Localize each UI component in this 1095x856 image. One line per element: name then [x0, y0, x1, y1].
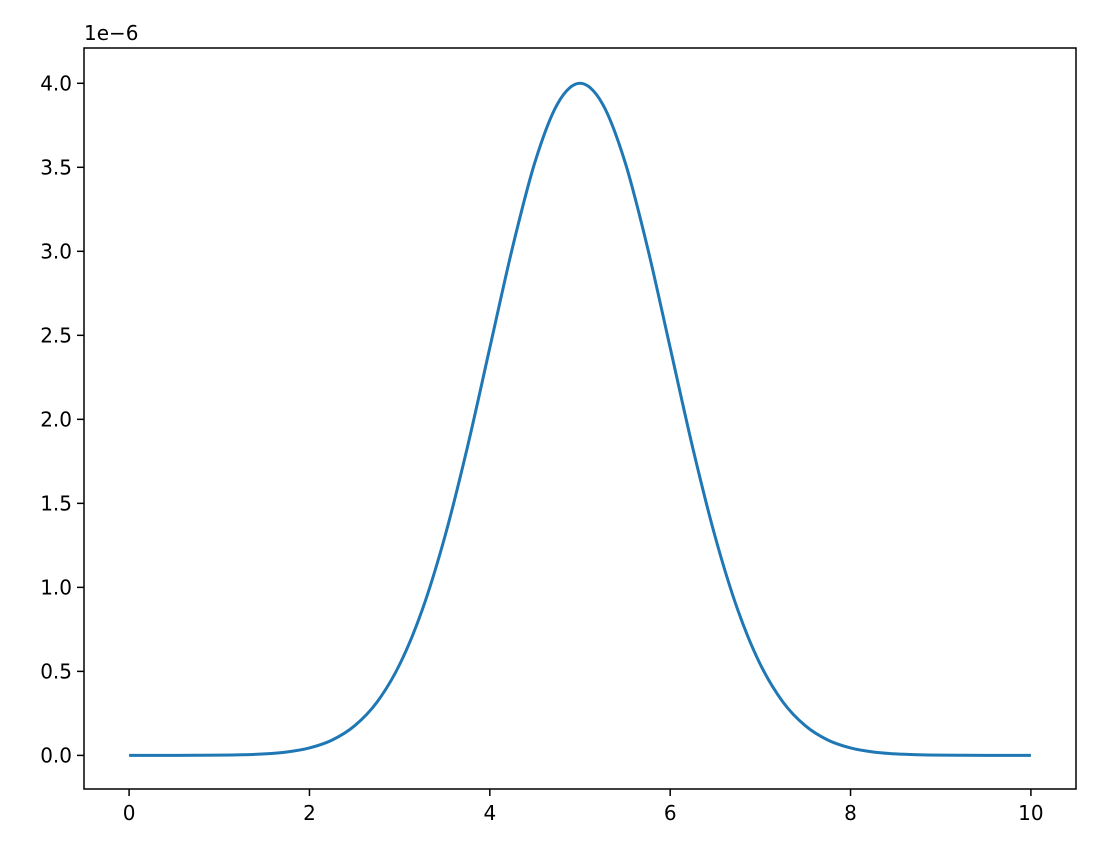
x-tick-label: 0	[123, 801, 136, 825]
y-tick-label: 2.5	[40, 323, 72, 347]
y-tick-label: 1.0	[40, 575, 72, 599]
y-tick-label: 3.0	[40, 239, 72, 263]
x-tick-label: 6	[664, 801, 677, 825]
series-line-0	[129, 81, 1031, 757]
x-tick-label: 2	[303, 801, 316, 825]
y-tick-label: 0.0	[40, 743, 72, 767]
y-tick-label: 2.0	[40, 407, 72, 431]
plot-background	[84, 48, 1076, 789]
x-tick-label: 10	[1018, 801, 1043, 825]
x-tick-label: 8	[844, 801, 857, 825]
y-tick-label: 4.0	[40, 71, 72, 95]
y-offset-text: 1e−6	[84, 21, 139, 45]
series-lines	[129, 81, 1031, 757]
x-tick-label: 4	[483, 801, 496, 825]
y-tick-label: 3.5	[40, 155, 72, 179]
y-tick-label: 0.5	[40, 659, 72, 683]
y-axis: 0.0 0.5 1.0 1.5 2.0 2.5 3.0 3.5 4.0	[40, 71, 84, 767]
x-axis: 0 2 4 6 8 10	[123, 789, 1044, 825]
axes-frame	[83, 47, 1077, 790]
y-tick-label: 1.5	[40, 491, 72, 515]
